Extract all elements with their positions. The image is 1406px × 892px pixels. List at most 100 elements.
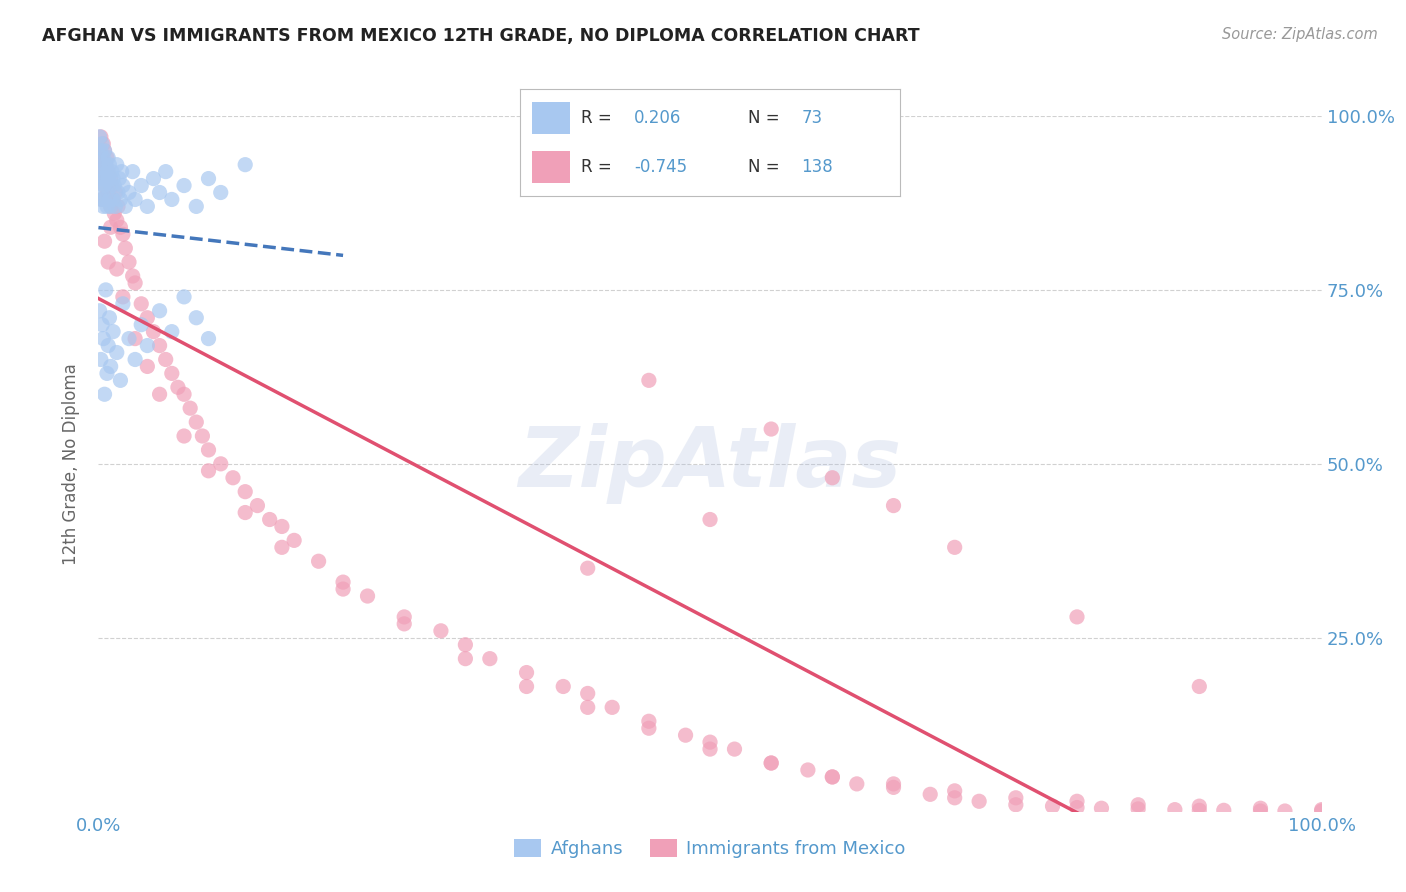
Point bbox=[576, 686, 599, 700]
Point bbox=[121, 164, 143, 178]
Point bbox=[96, 199, 118, 213]
Point bbox=[90, 193, 112, 207]
Point bbox=[1310, 803, 1333, 817]
Point bbox=[90, 144, 112, 158]
Point bbox=[209, 186, 232, 200]
Point bbox=[1042, 799, 1064, 814]
Point bbox=[943, 790, 966, 805]
Text: AFGHAN VS IMMIGRANTS FROM MEXICO 12TH GRADE, NO DIPLOMA CORRELATION CHART: AFGHAN VS IMMIGRANTS FROM MEXICO 12TH GR… bbox=[42, 27, 920, 45]
Point bbox=[883, 780, 905, 795]
Point bbox=[105, 262, 128, 277]
Point bbox=[91, 164, 114, 178]
Point bbox=[1188, 803, 1211, 817]
Point bbox=[93, 171, 115, 186]
Point bbox=[222, 471, 245, 485]
Bar bbox=[531, 102, 569, 134]
Point bbox=[97, 171, 120, 186]
Point bbox=[675, 728, 697, 742]
Point bbox=[114, 241, 136, 255]
Point bbox=[1274, 804, 1296, 818]
Point bbox=[197, 464, 219, 478]
Point bbox=[114, 199, 136, 213]
Point bbox=[96, 171, 118, 186]
Point bbox=[91, 136, 114, 151]
Point bbox=[1164, 803, 1187, 817]
Point bbox=[93, 178, 115, 193]
Point bbox=[515, 680, 537, 694]
Point bbox=[553, 680, 575, 694]
Point bbox=[270, 519, 294, 533]
Point bbox=[576, 561, 599, 575]
Point bbox=[129, 178, 152, 193]
Point bbox=[101, 164, 124, 178]
Text: R =: R = bbox=[581, 109, 612, 127]
Point bbox=[98, 310, 121, 325]
Point bbox=[101, 193, 124, 207]
Point bbox=[100, 220, 122, 235]
Point bbox=[94, 158, 117, 172]
Point bbox=[97, 151, 120, 165]
Point bbox=[233, 158, 256, 172]
Point bbox=[270, 541, 294, 555]
Point bbox=[93, 387, 115, 401]
Point bbox=[136, 199, 159, 213]
Point bbox=[108, 171, 131, 186]
Point bbox=[699, 735, 721, 749]
Point bbox=[1188, 799, 1211, 814]
Point bbox=[943, 541, 966, 555]
Point bbox=[91, 151, 114, 165]
Point bbox=[118, 332, 141, 346]
Point bbox=[136, 338, 159, 352]
Point bbox=[91, 178, 114, 193]
Point bbox=[118, 186, 141, 200]
Point bbox=[97, 164, 120, 178]
Point bbox=[283, 533, 305, 548]
Point bbox=[136, 359, 159, 374]
Point bbox=[110, 373, 132, 387]
Point bbox=[173, 290, 195, 304]
Point bbox=[91, 332, 114, 346]
Point bbox=[233, 484, 256, 499]
Point bbox=[129, 297, 152, 311]
Point bbox=[90, 171, 112, 186]
Point bbox=[1004, 797, 1026, 812]
Point bbox=[94, 178, 117, 193]
Point bbox=[1188, 680, 1211, 694]
Point bbox=[98, 193, 121, 207]
Point bbox=[96, 164, 118, 178]
Point bbox=[967, 794, 990, 808]
Point bbox=[93, 234, 115, 248]
Point bbox=[723, 742, 745, 756]
Point bbox=[100, 178, 122, 193]
Point bbox=[90, 158, 112, 172]
Point bbox=[91, 171, 114, 186]
Point bbox=[91, 164, 114, 178]
Point bbox=[308, 554, 330, 568]
Point bbox=[124, 352, 146, 367]
Text: -0.745: -0.745 bbox=[634, 159, 688, 177]
Point bbox=[454, 651, 477, 665]
Point bbox=[93, 193, 115, 207]
Point bbox=[101, 171, 124, 186]
Point bbox=[821, 770, 844, 784]
Point bbox=[821, 471, 844, 485]
Bar bbox=[531, 152, 569, 184]
Point bbox=[392, 616, 416, 631]
Point bbox=[100, 199, 122, 213]
Point bbox=[105, 158, 128, 172]
Point bbox=[638, 714, 661, 729]
Point bbox=[1128, 797, 1150, 812]
Point bbox=[160, 325, 183, 339]
Point bbox=[97, 255, 120, 269]
Point bbox=[1066, 794, 1088, 808]
Point bbox=[89, 158, 111, 172]
Point bbox=[107, 199, 129, 213]
Point bbox=[1090, 801, 1112, 815]
Point bbox=[97, 338, 120, 352]
Text: 0.206: 0.206 bbox=[634, 109, 682, 127]
Point bbox=[105, 345, 128, 359]
Point bbox=[91, 151, 114, 165]
Point bbox=[129, 318, 152, 332]
Point bbox=[104, 186, 127, 200]
Point bbox=[96, 151, 118, 165]
